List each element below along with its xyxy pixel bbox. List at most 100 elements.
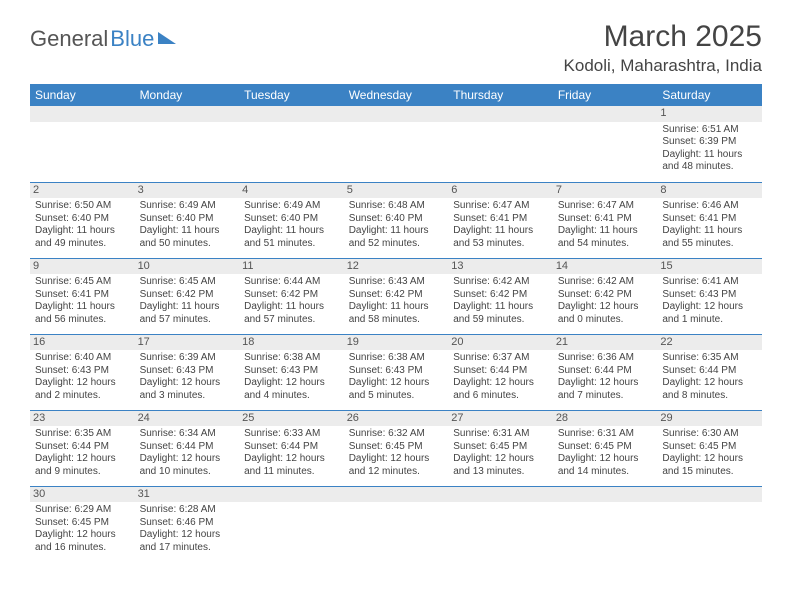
calendar-cell: 27Sunrise: 6:31 AMSunset: 6:45 PMDayligh…	[448, 410, 553, 486]
daylight-text: Daylight: 12 hours and 2 minutes.	[35, 377, 130, 402]
day-number: 8	[657, 183, 762, 199]
day-number: 22	[657, 335, 762, 351]
sunrise-text: Sunrise: 6:28 AM	[140, 504, 235, 517]
day-number: 23	[30, 411, 135, 427]
daylight-text: Daylight: 12 hours and 8 minutes.	[662, 377, 757, 402]
sunrise-text: Sunrise: 6:50 AM	[35, 200, 130, 213]
daylight-text: Daylight: 12 hours and 5 minutes.	[349, 377, 444, 402]
sunrise-text: Sunrise: 6:34 AM	[140, 428, 235, 441]
calendar-cell: 6Sunrise: 6:47 AMSunset: 6:41 PMDaylight…	[448, 182, 553, 258]
sunrise-text: Sunrise: 6:36 AM	[558, 352, 653, 365]
sunset-text: Sunset: 6:44 PM	[140, 441, 235, 454]
calendar-cell: 15Sunrise: 6:41 AMSunset: 6:43 PMDayligh…	[657, 258, 762, 334]
calendar-cell: 30Sunrise: 6:29 AMSunset: 6:45 PMDayligh…	[30, 486, 135, 562]
header: GeneralBlue March 2025 Kodoli, Maharasht…	[30, 20, 762, 76]
calendar-cell: 20Sunrise: 6:37 AMSunset: 6:44 PMDayligh…	[448, 334, 553, 410]
day-number: 7	[553, 183, 658, 199]
sunrise-text: Sunrise: 6:35 AM	[35, 428, 130, 441]
calendar-cell: 3Sunrise: 6:49 AMSunset: 6:40 PMDaylight…	[135, 182, 240, 258]
sunrise-text: Sunrise: 6:42 AM	[453, 276, 548, 289]
sunrise-text: Sunrise: 6:47 AM	[558, 200, 653, 213]
weekday-header: Wednesday	[344, 84, 449, 106]
day-number: 14	[553, 259, 658, 275]
sunset-text: Sunset: 6:40 PM	[140, 213, 235, 226]
weekday-header: Sunday	[30, 84, 135, 106]
sunset-text: Sunset: 6:45 PM	[558, 441, 653, 454]
sunrise-text: Sunrise: 6:46 AM	[662, 200, 757, 213]
page-title: March 2025	[564, 20, 762, 54]
location-subtitle: Kodoli, Maharashtra, India	[564, 56, 762, 76]
sunset-text: Sunset: 6:41 PM	[35, 289, 130, 302]
sunset-text: Sunset: 6:42 PM	[558, 289, 653, 302]
sunset-text: Sunset: 6:44 PM	[662, 365, 757, 378]
daylight-text: Daylight: 11 hours and 58 minutes.	[349, 301, 444, 326]
calendar-cell: 7Sunrise: 6:47 AMSunset: 6:41 PMDaylight…	[553, 182, 658, 258]
logo-text-1: General	[30, 26, 108, 52]
logo: GeneralBlue	[30, 26, 176, 52]
sunset-text: Sunset: 6:42 PM	[244, 289, 339, 302]
sunrise-text: Sunrise: 6:29 AM	[35, 504, 130, 517]
sunset-text: Sunset: 6:44 PM	[453, 365, 548, 378]
day-number: 19	[344, 335, 449, 351]
calendar-cell	[448, 486, 553, 562]
sunset-text: Sunset: 6:42 PM	[140, 289, 235, 302]
calendar-week-row: 9Sunrise: 6:45 AMSunset: 6:41 PMDaylight…	[30, 258, 762, 334]
calendar-cell: 8Sunrise: 6:46 AMSunset: 6:41 PMDaylight…	[657, 182, 762, 258]
day-number: 9	[30, 259, 135, 275]
daylight-text: Daylight: 11 hours and 57 minutes.	[140, 301, 235, 326]
daylight-text: Daylight: 12 hours and 4 minutes.	[244, 377, 339, 402]
daylight-text: Daylight: 12 hours and 10 minutes.	[140, 453, 235, 478]
calendar-cell: 26Sunrise: 6:32 AMSunset: 6:45 PMDayligh…	[344, 410, 449, 486]
calendar-cell	[344, 486, 449, 562]
day-number	[344, 487, 449, 503]
calendar-cell: 12Sunrise: 6:43 AMSunset: 6:42 PMDayligh…	[344, 258, 449, 334]
sunrise-text: Sunrise: 6:35 AM	[662, 352, 757, 365]
calendar-cell: 23Sunrise: 6:35 AMSunset: 6:44 PMDayligh…	[30, 410, 135, 486]
sunset-text: Sunset: 6:43 PM	[35, 365, 130, 378]
daylight-text: Daylight: 12 hours and 13 minutes.	[453, 453, 548, 478]
day-number: 21	[553, 335, 658, 351]
sunrise-text: Sunrise: 6:37 AM	[453, 352, 548, 365]
sunset-text: Sunset: 6:44 PM	[558, 365, 653, 378]
sunrise-text: Sunrise: 6:31 AM	[453, 428, 548, 441]
day-number: 27	[448, 411, 553, 427]
day-number: 28	[553, 411, 658, 427]
calendar-cell: 14Sunrise: 6:42 AMSunset: 6:42 PMDayligh…	[553, 258, 658, 334]
day-number: 26	[344, 411, 449, 427]
day-number: 13	[448, 259, 553, 275]
sunrise-text: Sunrise: 6:45 AM	[140, 276, 235, 289]
daylight-text: Daylight: 12 hours and 15 minutes.	[662, 453, 757, 478]
day-number: 5	[344, 183, 449, 199]
sunrise-text: Sunrise: 6:41 AM	[662, 276, 757, 289]
daylight-text: Daylight: 12 hours and 7 minutes.	[558, 377, 653, 402]
daylight-text: Daylight: 11 hours and 52 minutes.	[349, 225, 444, 250]
calendar-week-row: 30Sunrise: 6:29 AMSunset: 6:45 PMDayligh…	[30, 486, 762, 562]
daylight-text: Daylight: 12 hours and 9 minutes.	[35, 453, 130, 478]
sunrise-text: Sunrise: 6:44 AM	[244, 276, 339, 289]
day-number: 4	[239, 183, 344, 199]
day-number: 12	[344, 259, 449, 275]
day-number	[553, 487, 658, 503]
sunrise-text: Sunrise: 6:48 AM	[349, 200, 444, 213]
day-number	[657, 487, 762, 503]
day-number	[448, 487, 553, 503]
day-number	[448, 106, 553, 122]
daylight-text: Daylight: 11 hours and 48 minutes.	[662, 149, 757, 174]
sunset-text: Sunset: 6:43 PM	[349, 365, 444, 378]
daylight-text: Daylight: 11 hours and 56 minutes.	[35, 301, 130, 326]
logo-text-2: Blue	[110, 26, 154, 52]
sunset-text: Sunset: 6:40 PM	[244, 213, 339, 226]
daylight-text: Daylight: 12 hours and 17 minutes.	[140, 529, 235, 554]
calendar-cell: 18Sunrise: 6:38 AMSunset: 6:43 PMDayligh…	[239, 334, 344, 410]
sunrise-text: Sunrise: 6:42 AM	[558, 276, 653, 289]
calendar-cell	[30, 106, 135, 182]
daylight-text: Daylight: 12 hours and 6 minutes.	[453, 377, 548, 402]
day-number: 10	[135, 259, 240, 275]
sunrise-text: Sunrise: 6:40 AM	[35, 352, 130, 365]
calendar-cell: 10Sunrise: 6:45 AMSunset: 6:42 PMDayligh…	[135, 258, 240, 334]
weekday-header: Thursday	[448, 84, 553, 106]
weekday-header: Tuesday	[239, 84, 344, 106]
daylight-text: Daylight: 11 hours and 50 minutes.	[140, 225, 235, 250]
sunrise-text: Sunrise: 6:33 AM	[244, 428, 339, 441]
calendar-cell	[135, 106, 240, 182]
